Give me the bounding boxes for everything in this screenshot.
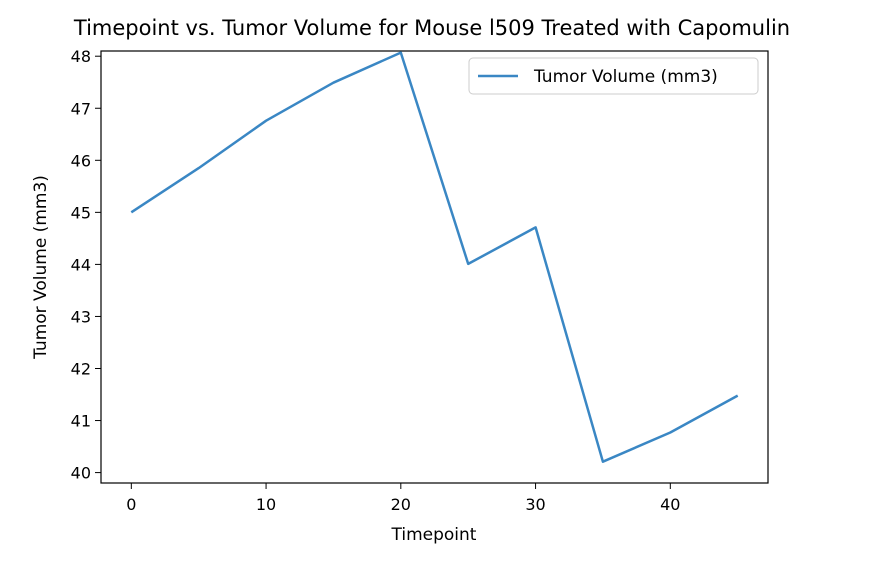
y-tick-label: 41 — [71, 412, 91, 431]
legend-box — [468, 57, 759, 95]
x-axis: 0 10 20 30 40 — [126, 483, 680, 514]
x-tick-label: 0 — [126, 495, 136, 514]
y-tick-label: 43 — [71, 307, 91, 326]
x-tick-label: 20 — [391, 495, 411, 514]
y-tick-label: 42 — [71, 359, 91, 378]
chart-title: Timepoint vs. Tumor Volume for Mouse l50… — [73, 16, 790, 40]
legend: Tumor Volume (mm3) — [468, 57, 759, 95]
x-tick-label: 30 — [525, 495, 545, 514]
y-tick-label: 47 — [71, 99, 91, 118]
y-tick-label: 48 — [71, 47, 91, 66]
y-tick-label: 44 — [71, 255, 91, 274]
y-tick-label: 40 — [71, 464, 91, 483]
x-tick-label: 10 — [256, 495, 276, 514]
x-tick-label: 40 — [660, 495, 680, 514]
legend-label: Tumor Volume (mm3) — [533, 67, 718, 87]
y-tick-label: 46 — [71, 151, 91, 170]
series-line-tumor-volume — [130, 51, 739, 463]
y-tick-label: 45 — [71, 203, 91, 222]
y-axis-label: Tumor Volume (mm3) — [31, 175, 51, 360]
series-layer — [130, 51, 739, 463]
x-axis-label: Timepoint — [391, 525, 477, 545]
plot-area — [100, 50, 769, 484]
y-axis: 40 41 42 43 44 45 46 47 48 — [71, 47, 101, 483]
